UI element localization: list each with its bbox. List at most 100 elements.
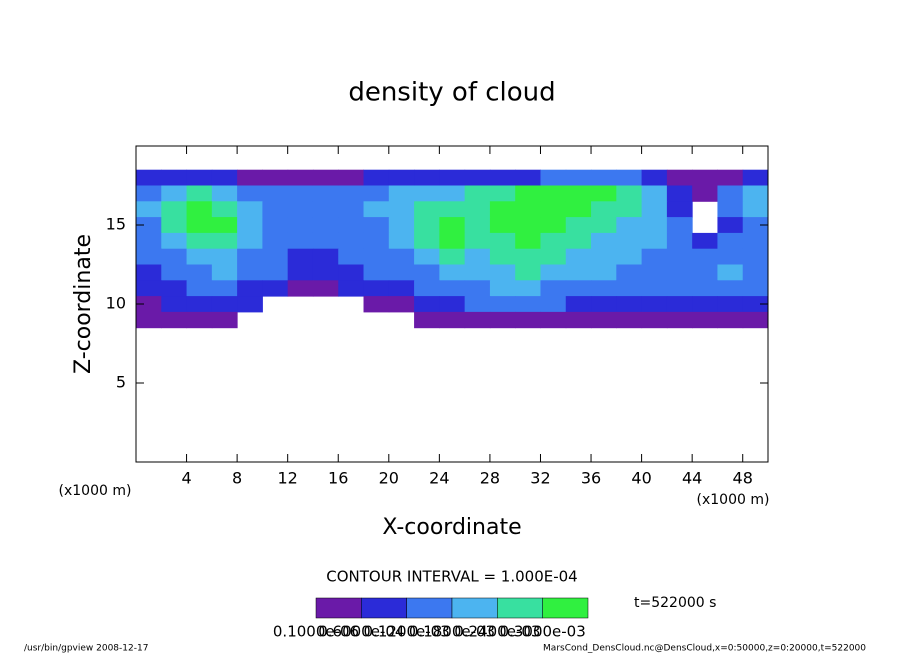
cell [186, 232, 213, 250]
cell [742, 201, 769, 218]
x-tick-label: 44 [682, 469, 702, 488]
cell [641, 232, 668, 250]
cell [540, 296, 567, 313]
cell [489, 232, 516, 250]
cell [262, 185, 289, 202]
cell [439, 311, 466, 329]
cell [414, 311, 440, 329]
cell [136, 264, 162, 281]
x-tick-label: 4 [181, 469, 191, 488]
cell [262, 201, 289, 218]
cell [237, 217, 263, 234]
cell [186, 311, 213, 329]
cell [414, 232, 440, 250]
cell [616, 296, 643, 313]
cell [237, 169, 263, 186]
cell [742, 217, 769, 234]
cell [692, 296, 718, 313]
cell [338, 217, 365, 234]
colorbar-swatch [315, 597, 362, 619]
cell [489, 296, 516, 313]
cell [262, 280, 289, 297]
cell [136, 201, 162, 218]
cell [565, 264, 592, 281]
cell [591, 264, 617, 281]
cell [565, 169, 592, 186]
cell [666, 296, 693, 313]
cell [211, 169, 238, 186]
cell [363, 248, 390, 265]
cell [161, 280, 188, 297]
colorbar-label: 0.1000e-06 [273, 623, 359, 641]
cell [692, 169, 718, 186]
cell [717, 311, 744, 329]
cell [439, 232, 466, 250]
cell [616, 185, 643, 202]
cell [186, 296, 213, 313]
cell [717, 232, 744, 250]
cell [287, 248, 314, 265]
y-tick-label: 10 [106, 294, 126, 313]
cell [414, 296, 440, 313]
cell [338, 185, 365, 202]
cell [287, 169, 314, 186]
cell [161, 311, 188, 329]
cell [540, 169, 567, 186]
cell [287, 185, 314, 202]
cell [161, 201, 188, 218]
cell [591, 185, 617, 202]
cell [742, 311, 769, 329]
cell [489, 264, 516, 281]
cell [464, 201, 491, 218]
cell [414, 201, 440, 218]
cell [186, 264, 213, 281]
cell [186, 217, 213, 234]
cell [414, 264, 440, 281]
x-tick-label: 40 [631, 469, 651, 488]
cell [717, 217, 744, 234]
cell [161, 232, 188, 250]
time-label: t=522000 s [634, 595, 716, 611]
cell [338, 201, 365, 218]
cell [565, 280, 592, 297]
cell [262, 217, 289, 234]
cell [717, 248, 744, 265]
cell [591, 296, 617, 313]
cell [338, 169, 365, 186]
cell [717, 296, 744, 313]
y-unit: (x1000 m) [59, 483, 132, 499]
cell [666, 169, 693, 186]
cell [591, 248, 617, 265]
cell [641, 169, 668, 186]
x-tick-label: 28 [480, 469, 500, 488]
cell [464, 169, 491, 186]
cell [287, 280, 314, 297]
cell [237, 264, 263, 281]
cell [515, 296, 541, 313]
cell [616, 248, 643, 265]
cell [742, 264, 769, 281]
cell [717, 201, 744, 218]
cell [692, 280, 718, 297]
cell [388, 264, 415, 281]
cell [262, 232, 289, 250]
x-tick-label: 36 [581, 469, 601, 488]
cell [742, 280, 769, 297]
x-axis-label: X-coordinate [382, 515, 521, 540]
cell [641, 264, 668, 281]
colorbar-swatch [542, 597, 589, 619]
cell [565, 201, 592, 218]
cell [388, 169, 415, 186]
cell [692, 232, 718, 250]
cell [464, 311, 491, 329]
cell [439, 296, 466, 313]
cell [161, 264, 188, 281]
cell [641, 311, 668, 329]
cell [616, 201, 643, 218]
cell [388, 248, 415, 265]
cell [692, 248, 718, 265]
y-axis-label: Z-coordinate [71, 234, 96, 374]
cell [136, 311, 162, 329]
cell [515, 232, 541, 250]
cell [388, 217, 415, 234]
